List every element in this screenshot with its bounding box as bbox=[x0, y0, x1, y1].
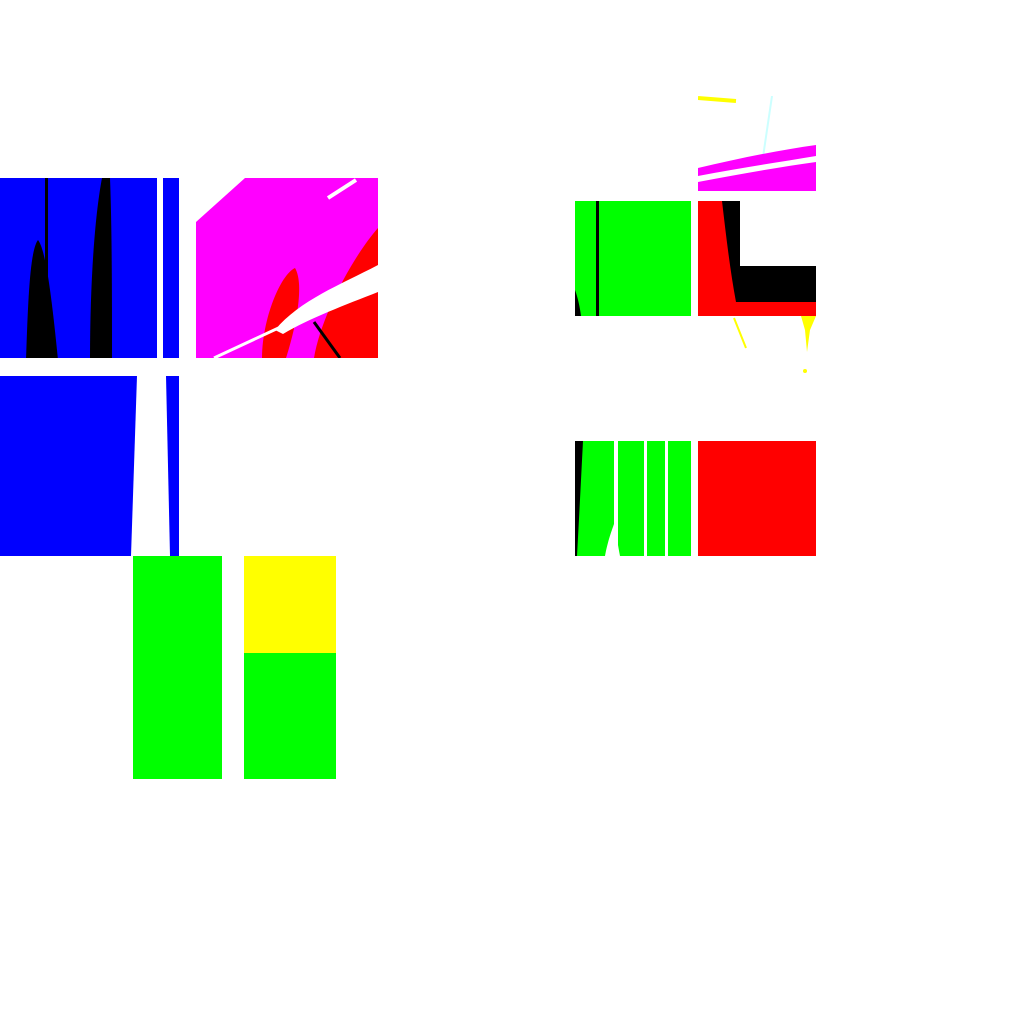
yellow-drip-right bbox=[801, 316, 816, 352]
blue-tile-white-stripe bbox=[157, 178, 163, 358]
blue-tile-bottom-white-band bbox=[131, 376, 170, 556]
red-black-tile bbox=[698, 201, 816, 316]
yellow-green-column-bottom bbox=[244, 653, 336, 779]
green-column-tile bbox=[133, 556, 222, 779]
green-tile-top bbox=[575, 201, 691, 316]
blue-tile-top bbox=[0, 178, 179, 358]
magenta-strip-white-line bbox=[698, 156, 816, 182]
magenta-tile-white-streak bbox=[275, 265, 378, 334]
left-cluster bbox=[0, 178, 378, 779]
magenta-strip-tile bbox=[698, 96, 816, 191]
magenta-tile-white-wedge bbox=[196, 178, 245, 222]
green-tile-bottom-white-notch bbox=[605, 524, 620, 556]
blue-tile-black-line bbox=[45, 178, 48, 358]
magenta-strip-yellow-line bbox=[698, 96, 737, 103]
magenta-tile-white-line-bottom bbox=[213, 316, 301, 358]
green-tile-top-black-corner bbox=[575, 290, 581, 316]
green-tile-top-fill bbox=[575, 201, 691, 316]
red-black-tile-black-l-shape bbox=[722, 201, 816, 302]
blue-tile-bottom bbox=[0, 376, 179, 556]
magenta-tile-red-blob-left bbox=[262, 268, 300, 358]
red-black-tile-white-inset bbox=[740, 201, 816, 266]
magenta-tile-white-line-top bbox=[326, 178, 358, 200]
magenta-tile bbox=[196, 178, 378, 358]
green-tile-bottom-white-stripe-1 bbox=[614, 441, 618, 556]
blue-tile-black-blade bbox=[90, 178, 112, 358]
green-tile-bottom bbox=[575, 441, 691, 556]
red-tile-bottom bbox=[698, 441, 816, 556]
magenta-tile-dark-line bbox=[312, 321, 342, 358]
blue-tile-black-arch-left bbox=[26, 240, 58, 358]
yellow-drip-dot bbox=[803, 369, 807, 373]
yellow-green-column-tile bbox=[244, 556, 336, 779]
blue-tile-top-fill bbox=[0, 178, 179, 358]
green-tile-bottom-white-stripe-3 bbox=[665, 441, 668, 556]
green-tile-bottom-fill bbox=[575, 441, 691, 556]
green-tile-bottom-white-stripe-2 bbox=[644, 441, 647, 556]
yellow-green-column-top bbox=[244, 556, 336, 653]
green-tile-bottom-black-blade bbox=[575, 441, 583, 556]
right-cluster bbox=[575, 96, 816, 556]
green-tile-top-black-line bbox=[596, 201, 599, 316]
yellow-drip-line-left bbox=[733, 317, 747, 349]
